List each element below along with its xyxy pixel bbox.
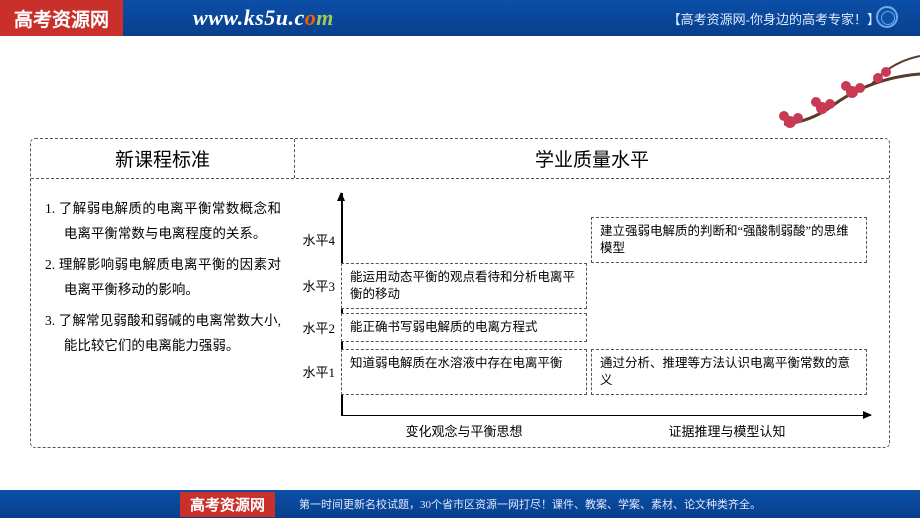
level-row-2: 水平2 能正确书写弱电解质的电离方程式 (297, 313, 867, 342)
quality-chart: 水平4 建立强弱电解质的判断和“强酸制弱酸”的思维模型 水平3 能运用动态平衡的… (295, 179, 889, 450)
footer-bar: 高考资源网 第一时间更新名校试题，30个省市区资源一网打尽！课件、教案、学案、素… (0, 490, 920, 518)
level1-right: 通过分析、推理等方法认识电离平衡常数的意义 (591, 349, 867, 395)
panel-header-row: 新课程标准 学业质量水平 (31, 139, 889, 179)
header-bar: 高考资源网 www.ks5u.com 【高考资源网-你身边的高考专家！】 (0, 0, 920, 36)
level-label: 水平3 (297, 276, 341, 295)
standard-item: 1. 了解弱电解质的电离平衡常数概念和电离平衡常数与电离程度的关系。 (45, 197, 281, 247)
plum-branch-decoration (760, 36, 920, 146)
level-row-3: 水平3 能运用动态平衡的观点看待和分析电离平衡的移动 (297, 263, 867, 309)
level-row-1: 水平1 知道弱电解质在水溶液中存在电离平衡 通过分析、推理等方法认识电离平衡常数… (297, 349, 867, 395)
standard-item: 2. 理解影响弱电解质电离平衡的因素对电离平衡移动的影响。 (45, 253, 281, 303)
x-axis (341, 415, 871, 417)
level-label: 水平4 (297, 230, 341, 249)
level1-left: 知道弱电解质在水溶液中存在电离平衡 (341, 349, 587, 395)
level-row-4: 水平4 建立强弱电解质的判断和“强酸制弱酸”的思维模型 (297, 217, 867, 263)
standards-list: 1. 了解弱电解质的电离平衡常数概念和电离平衡常数与电离程度的关系。 2. 理解… (31, 179, 295, 450)
level-label: 水平2 (297, 318, 341, 337)
footer-logo: 高考资源网 (180, 492, 275, 517)
level2-left: 能正确书写弱电解质的电离方程式 (341, 313, 587, 342)
site-tagline: 【高考资源网-你身边的高考专家！】 (668, 9, 880, 28)
level3-left: 能运用动态平衡的观点看待和分析电离平衡的移动 (341, 263, 587, 309)
footer-text: 第一时间更新名校试题，30个省市区资源一网打尽！课件、教案、学案、素材、论文种类… (299, 496, 761, 512)
header-ornament (876, 6, 898, 28)
x-axis-labels: 变化观念与平衡思想 证据推理与模型认知 (341, 421, 867, 440)
site-url: www.ks5u.com (193, 5, 334, 31)
header-standards: 新课程标准 (31, 139, 295, 178)
x-label-1: 变化观念与平衡思想 (341, 421, 587, 440)
level4-right: 建立强弱电解质的判断和“强酸制弱酸”的思维模型 (591, 217, 867, 263)
x-label-2: 证据推理与模型认知 (587, 421, 867, 440)
content-panel: 新课程标准 学业质量水平 1. 了解弱电解质的电离平衡常数概念和电离平衡常数与电… (30, 138, 890, 448)
site-logo: 高考资源网 (0, 0, 123, 36)
header-quality: 学业质量水平 (295, 139, 889, 178)
standard-item: 3. 了解常见弱酸和弱碱的电离常数大小,能比较它们的电离能力强弱。 (45, 309, 281, 359)
level-label: 水平1 (297, 362, 341, 381)
